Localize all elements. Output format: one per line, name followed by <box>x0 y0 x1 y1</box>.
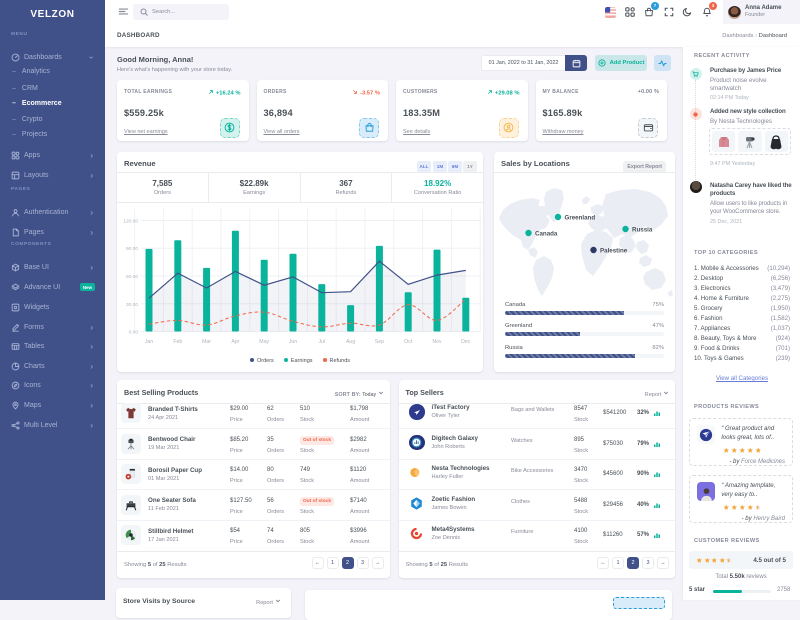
svg-text:60.00: 60.00 <box>126 274 138 280</box>
svg-text:Nov: Nov <box>432 339 442 345</box>
svg-text:Oct: Oct <box>404 339 413 345</box>
svg-text:Russia: Russia <box>632 227 653 234</box>
svg-text:Jul: Jul <box>318 339 325 345</box>
svg-text:Jan: Jan <box>145 339 153 345</box>
svg-text:Palestine: Palestine <box>600 248 628 255</box>
svg-text:Feb: Feb <box>173 339 182 345</box>
svg-text:90.00: 90.00 <box>126 246 138 252</box>
svg-text:Canada: Canada <box>535 231 558 238</box>
svg-text:0.00: 0.00 <box>129 330 139 336</box>
svg-text:Dec: Dec <box>461 339 471 345</box>
svg-text:Greenland: Greenland <box>565 215 596 222</box>
svg-text:Mar: Mar <box>202 339 211 345</box>
svg-text:Sep: Sep <box>375 339 384 345</box>
svg-text:30.00: 30.00 <box>126 302 138 308</box>
svg-text:May: May <box>259 339 269 345</box>
svg-text:Aug: Aug <box>346 339 355 345</box>
svg-text:120.00: 120.00 <box>123 219 138 225</box>
svg-text:Apr: Apr <box>231 339 239 345</box>
svg-text:Jun: Jun <box>289 339 297 345</box>
